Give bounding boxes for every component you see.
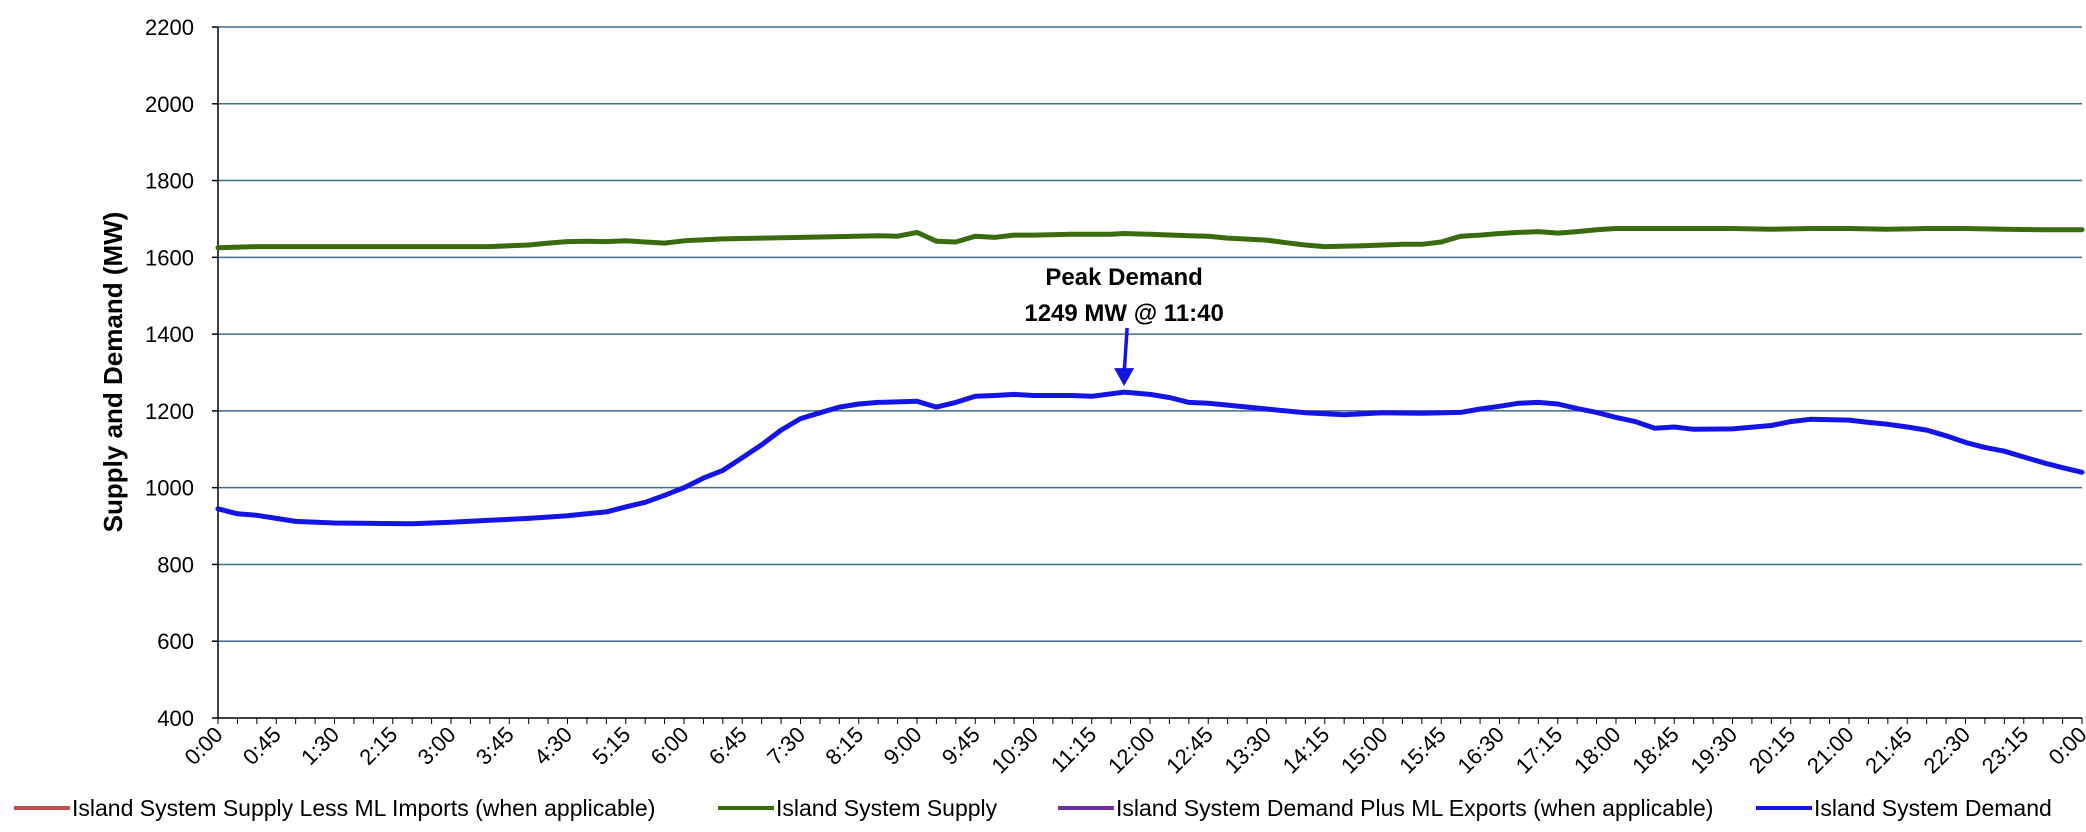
x-tick-label: 18:00: [1569, 722, 1626, 779]
annotation-line-2: 1249 MW @ 11:40: [1024, 300, 1224, 327]
y-tick-label: 1600: [145, 245, 194, 270]
x-tick-label: 23:15: [1977, 722, 2034, 779]
x-tick-label: 6:45: [704, 722, 752, 770]
legend-label: Island System Demand: [1814, 795, 2052, 821]
y-axis-title: Supply and Demand (MW): [98, 212, 128, 533]
legend-label: Island System Supply Less ML Imports (wh…: [72, 795, 655, 821]
x-tick-label: 3:45: [471, 722, 519, 770]
x-tick-label: 1:30: [296, 722, 344, 770]
x-tick-label: 12:00: [1103, 722, 1160, 779]
x-tick-label: 10:30: [986, 722, 1043, 779]
x-tick-label: 21:00: [1802, 722, 1859, 779]
gridlines: [212, 26, 2083, 724]
series-line-demand: [215, 389, 2085, 527]
x-tick-label: 9:00: [879, 722, 927, 770]
x-tick-label: 12:45: [1161, 722, 1218, 779]
y-tick-label: 1200: [145, 399, 194, 424]
x-tick-label: 3:00: [413, 722, 461, 770]
x-tick-label: 0:00: [2044, 722, 2086, 770]
x-tick-label: 18:45: [1627, 722, 1684, 779]
legend: Island System Supply Less ML Imports (wh…: [14, 795, 2052, 821]
annotation-line-1: Peak Demand: [1045, 264, 1202, 291]
x-tick-label: 16:30: [1452, 722, 1509, 779]
x-tick-label: 15:00: [1336, 722, 1393, 779]
plot-area: [218, 27, 2082, 718]
x-tick-label: 4:30: [529, 722, 577, 770]
annotation-arrow-head: [1114, 368, 1135, 387]
x-tick-label: 13:30: [1219, 722, 1276, 779]
x-tick-label: 21:45: [1860, 722, 1917, 779]
x-tick-label: 6:00: [646, 722, 694, 770]
x-tick-label: 2:15: [354, 722, 402, 770]
annotation-arrow-shaft: [1122, 327, 1129, 375]
legend-label: Island System Demand Plus ML Exports (wh…: [1116, 795, 1713, 821]
y-tick-labels: 400 600 800 1000 1200 1400 1600 1800 2000 2200: [145, 15, 194, 731]
x-tick-label: 5:15: [587, 722, 635, 770]
y-tick-label: 1400: [145, 322, 194, 347]
y-tick-label: 600: [157, 629, 194, 654]
y-tick-label: 2000: [145, 92, 194, 117]
x-tick-label: 7:30: [762, 722, 810, 770]
x-tick-label: 17:15: [1511, 722, 1568, 779]
x-tick-label: 8:15: [820, 722, 868, 770]
y-tick-label: 1800: [145, 169, 194, 194]
y-tick-label: 800: [157, 552, 194, 577]
x-tick-label: 0:45: [238, 722, 286, 770]
peak-annotation: Peak Demand 1249 MW @ 11:40: [1024, 264, 1224, 387]
x-tick-label: 19:30: [1685, 722, 1742, 779]
x-tick-label: 20:15: [1744, 722, 1801, 779]
x-tick-label: 9:45: [937, 722, 985, 770]
y-tick-label: 2200: [145, 15, 194, 40]
series-line-supply: [215, 226, 2085, 251]
x-tick-label: 22:30: [1918, 722, 1975, 779]
x-tick-labels: 0:00 0:45 1:30 2:15 3:00 3:45 4:30 5:15 6:00 6:45…: [180, 722, 2086, 779]
legend-label: Island System Supply: [776, 795, 998, 821]
x-tick-label: 15:45: [1394, 722, 1451, 779]
y-tick-label: 1000: [145, 476, 194, 501]
series-lines: [215, 226, 2085, 527]
x-tick-label: 14:15: [1278, 722, 1335, 779]
x-tick-label: 11:15: [1046, 722, 1101, 777]
y-tick-label: 400: [157, 706, 194, 731]
